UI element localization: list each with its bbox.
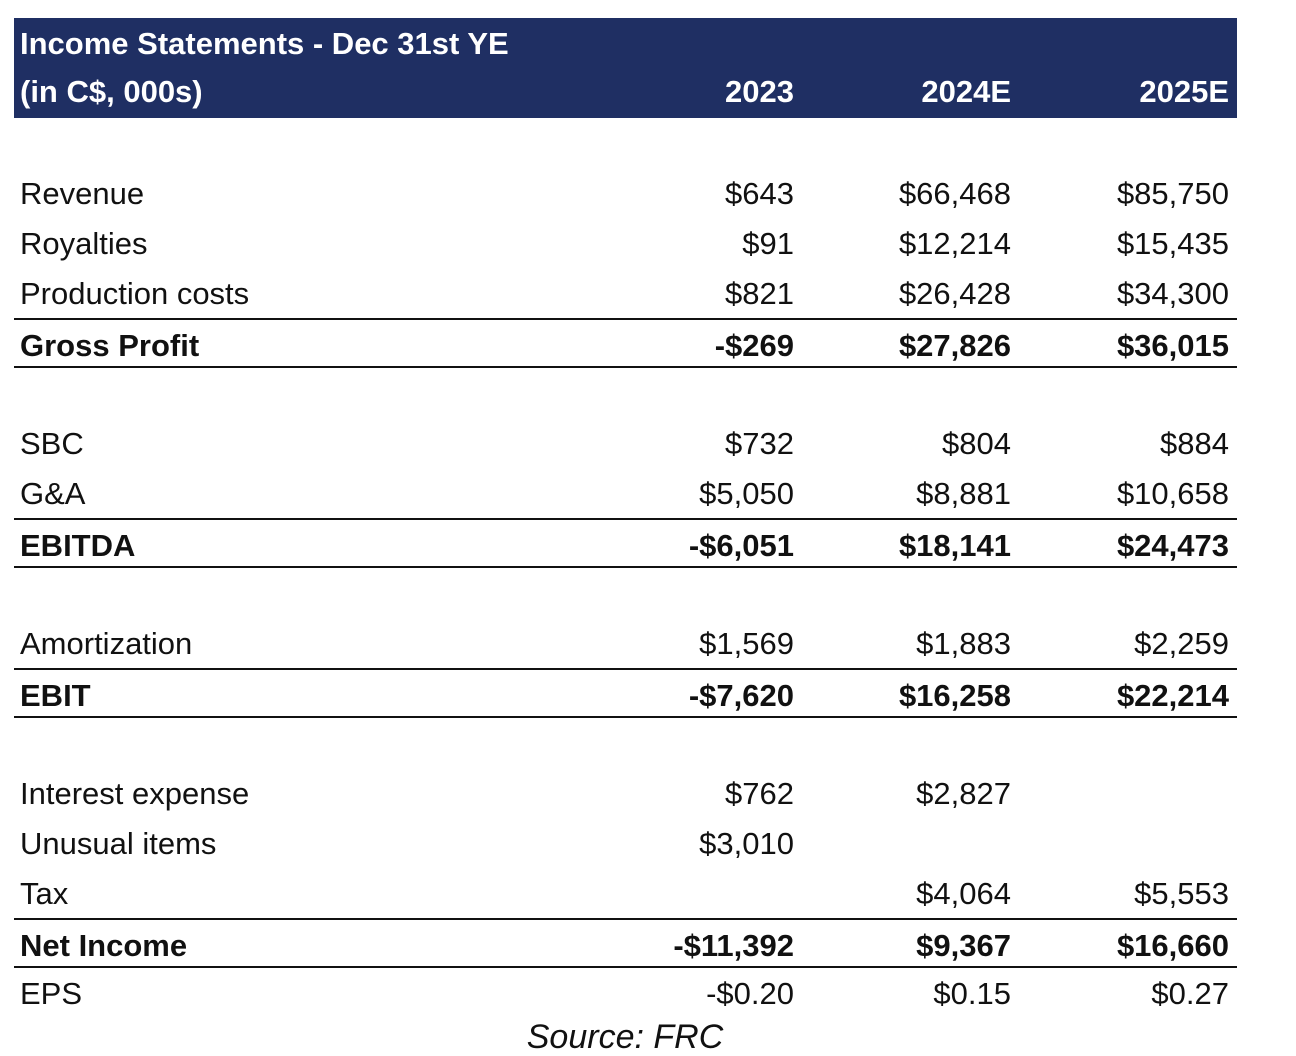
table-row-interest-expense: Interest expense $762 $2,827 (14, 768, 1237, 818)
cell-2024e: $1,883 (916, 626, 1011, 661)
income-statement-table: Income Statements - Dec 31st YE (in C$, … (14, 18, 1237, 1018)
table-row-eps: EPS -$0.20 $0.15 $0.27 (14, 968, 1237, 1018)
spacer (14, 368, 1237, 418)
cell-2025e: $10,658 (1116, 476, 1229, 511)
row-label: Interest expense (20, 776, 250, 811)
table-row-royalties: Royalties $91 $12,214 $15,435 (14, 218, 1237, 268)
cell-2024e: $18,141 (898, 528, 1011, 563)
table-row-amortization: Amortization $1,569 $1,883 $2,259 (14, 618, 1237, 668)
table-title: Income Statements - Dec 31st YE (20, 26, 509, 61)
cell-2025e: $884 (1160, 426, 1229, 461)
table-row-net-income: Net Income -$11,392 $9,367 $16,660 (14, 918, 1237, 968)
cell-2025e: $85,750 (1116, 176, 1229, 211)
cell-2024e: $0.15 (933, 976, 1011, 1011)
cell-2024e: $26,428 (898, 276, 1011, 311)
cell-2023: $732 (725, 426, 794, 461)
table-row-ebit: EBIT -$7,620 $16,258 $22,214 (14, 668, 1237, 718)
row-label: EBIT (20, 678, 91, 713)
row-label: SBC (20, 426, 84, 461)
spacer (14, 718, 1237, 768)
cell-2023: $1,569 (699, 626, 794, 661)
row-label: Amortization (20, 626, 193, 661)
cell-2025e: $16,660 (1116, 928, 1229, 963)
row-label: Gross Profit (20, 328, 200, 363)
row-label: EPS (20, 976, 83, 1011)
table-row-ebitda: EBITDA -$6,051 $18,141 $24,473 (14, 518, 1237, 568)
spacer (14, 118, 1237, 168)
cell-2025e: $36,015 (1116, 328, 1229, 363)
cell-2023: $91 (742, 226, 794, 261)
cell-2023: $5,050 (699, 476, 794, 511)
cell-2024e: $16,258 (898, 678, 1011, 713)
row-label: G&A (20, 476, 86, 511)
cell-2025e: $34,300 (1116, 276, 1229, 311)
table-header: Income Statements - Dec 31st YE (in C$, … (14, 18, 1237, 118)
cell-2023: -$7,620 (688, 678, 794, 713)
units-label: (in C$, 000s) (20, 74, 203, 109)
cell-2024e: $66,468 (898, 176, 1011, 211)
row-label: Unusual items (20, 826, 217, 861)
cell-2024e: $804 (942, 426, 1011, 461)
cell-2025e: $22,214 (1116, 678, 1229, 713)
cell-2023: -$11,392 (673, 928, 794, 963)
row-label: Production costs (20, 276, 250, 311)
cell-2025e: $15,435 (1116, 226, 1229, 261)
spacer (14, 568, 1237, 618)
cell-2023: $3,010 (699, 826, 794, 861)
cell-2024e: $2,827 (916, 776, 1011, 811)
cell-2024e: $27,826 (898, 328, 1011, 363)
cell-2024e: $4,064 (916, 876, 1011, 911)
row-label: Tax (20, 876, 69, 911)
cell-2023: $643 (725, 176, 794, 211)
cell-2023: -$6,051 (688, 528, 794, 563)
table-row-gross-profit: Gross Profit -$269 $27,826 $36,015 (14, 318, 1237, 368)
table-row-revenue: Revenue $643 $66,468 $85,750 (14, 168, 1237, 218)
row-label: EBITDA (20, 528, 136, 563)
cell-2024e: $9,367 (916, 928, 1011, 963)
table-row-unusual-items: Unusual items $3,010 (14, 818, 1237, 868)
cell-2024e: $8,881 (916, 476, 1011, 511)
year-2023-header: 2023 (725, 74, 794, 109)
cell-2024e: $12,214 (898, 226, 1011, 261)
table-row-tax: Tax $4,064 $5,553 (14, 868, 1237, 918)
cell-2023: -$269 (714, 328, 794, 363)
year-2024e-header: 2024E (921, 74, 1011, 109)
table-row-production-costs: Production costs $821 $26,428 $34,300 (14, 268, 1237, 318)
cell-2025e: $24,473 (1116, 528, 1229, 563)
cell-2025e: $5,553 (1134, 876, 1229, 911)
row-label: Revenue (20, 176, 145, 211)
cell-2023: -$0.20 (706, 976, 794, 1011)
year-2025e-header: 2025E (1139, 74, 1229, 109)
cell-2025e: $2,259 (1134, 626, 1229, 661)
table-row-sbc: SBC $732 $804 $884 (14, 418, 1237, 468)
row-label: Net Income (20, 928, 188, 963)
source-caption: Source: FRC (526, 1018, 724, 1056)
cell-2023: $762 (725, 776, 794, 811)
cell-2025e: $0.27 (1151, 976, 1229, 1011)
row-label: Royalties (20, 226, 148, 261)
cell-2023: $821 (725, 276, 794, 311)
table-row-ga: G&A $5,050 $8,881 $10,658 (14, 468, 1237, 518)
